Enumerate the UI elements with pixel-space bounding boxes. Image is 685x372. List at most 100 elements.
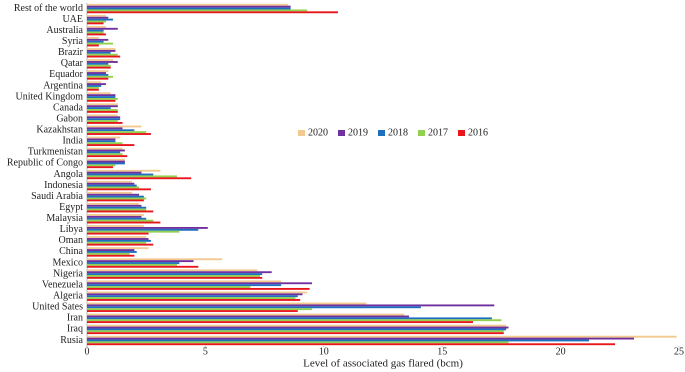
- bar: [87, 295, 298, 298]
- bar: [87, 273, 263, 276]
- legend-swatch: [298, 130, 305, 136]
- bar: [87, 73, 109, 76]
- legend-swatch: [418, 130, 425, 136]
- bar: [87, 138, 116, 141]
- bar: [87, 335, 677, 338]
- legend-label: 2016: [468, 127, 488, 138]
- y-tick-label: India: [62, 136, 83, 147]
- bar: [87, 227, 208, 229]
- bar: [87, 317, 492, 320]
- y-tick-label: Oman: [59, 235, 83, 246]
- bar: [87, 210, 154, 213]
- bar: [87, 215, 142, 218]
- bar: [87, 291, 308, 294]
- bar: [87, 276, 263, 279]
- y-tick-label: Argentina: [43, 80, 83, 91]
- bar: [87, 48, 116, 50]
- y-tick-label: Syria: [62, 36, 84, 47]
- y-tick-label: Venezuela: [42, 279, 84, 290]
- bar: [87, 297, 296, 300]
- bar: [87, 252, 130, 255]
- x-tick-label: 25: [674, 346, 684, 357]
- bar: [87, 202, 140, 205]
- bar: [87, 313, 405, 316]
- bar: [87, 129, 135, 132]
- y-tick-label: Egypt: [59, 202, 83, 213]
- bar: [87, 14, 106, 17]
- bar: [87, 173, 154, 176]
- bar: [87, 306, 421, 309]
- bar: [87, 251, 137, 253]
- bar: [87, 9, 308, 12]
- x-tick-label: 20: [556, 346, 566, 357]
- y-tick-label: Republic of Congo: [7, 158, 83, 169]
- bar: [87, 155, 128, 158]
- bar: [87, 20, 106, 23]
- bar: [87, 299, 301, 301]
- bar: [87, 286, 251, 288]
- bar: [87, 147, 123, 150]
- bar: [87, 263, 177, 266]
- bar: [87, 16, 109, 19]
- bar: [87, 92, 111, 95]
- bar: [87, 321, 473, 324]
- bar: [87, 169, 161, 172]
- bar: [87, 319, 502, 322]
- bar: [87, 59, 114, 62]
- bar: [87, 330, 504, 333]
- y-tick-label: Malaysia: [46, 213, 83, 224]
- bar: [87, 221, 161, 224]
- bar: [87, 214, 144, 216]
- bar: [87, 184, 137, 187]
- bar: [87, 121, 123, 124]
- bar: [87, 177, 192, 180]
- bar: [87, 280, 282, 283]
- bar: [87, 96, 116, 98]
- bar: [87, 271, 272, 274]
- bar: [87, 239, 151, 242]
- bar: [87, 153, 123, 156]
- bar: [87, 332, 504, 335]
- bar: [87, 22, 104, 25]
- bar: [87, 38, 109, 41]
- y-tick-label: Australia: [46, 25, 83, 36]
- bar: [87, 180, 132, 183]
- bar: [87, 29, 104, 32]
- y-tick-label: Rusia: [60, 335, 83, 346]
- bar: [87, 64, 111, 67]
- bar: [87, 61, 118, 63]
- y-tick-label: Kazakhstan: [36, 125, 83, 136]
- bar: [87, 199, 144, 202]
- bar: [87, 11, 339, 14]
- y-tick-label: Iraq: [67, 324, 83, 335]
- y-tick-label: United Kingdom: [16, 91, 84, 102]
- bar: [87, 7, 291, 10]
- bar: [87, 125, 142, 128]
- bar: [87, 326, 509, 329]
- y-tick-label: Nigeria: [53, 268, 84, 279]
- y-tick-label: Rest of the world: [14, 3, 83, 14]
- bar: [87, 164, 116, 167]
- x-tick-label: 5: [203, 346, 208, 357]
- bar: [87, 75, 114, 78]
- bar: [87, 315, 410, 318]
- bar: [87, 238, 149, 240]
- bar: [87, 86, 99, 89]
- bar: [87, 225, 144, 228]
- legend-swatch: [338, 130, 345, 136]
- bar: [87, 131, 147, 134]
- bar: [87, 302, 367, 305]
- bar: [87, 53, 118, 56]
- bar: [87, 206, 147, 209]
- bar: [87, 339, 590, 342]
- bar: [87, 175, 177, 178]
- bar: [87, 51, 111, 54]
- bar: [87, 110, 118, 113]
- bar: [87, 269, 258, 272]
- bar: [87, 136, 121, 139]
- y-tick-label: Iran: [67, 313, 83, 324]
- legend-label: 2018: [388, 127, 408, 138]
- bar: [87, 42, 114, 45]
- bar: [87, 166, 114, 169]
- y-tick-label: Turkmenistan: [28, 147, 83, 158]
